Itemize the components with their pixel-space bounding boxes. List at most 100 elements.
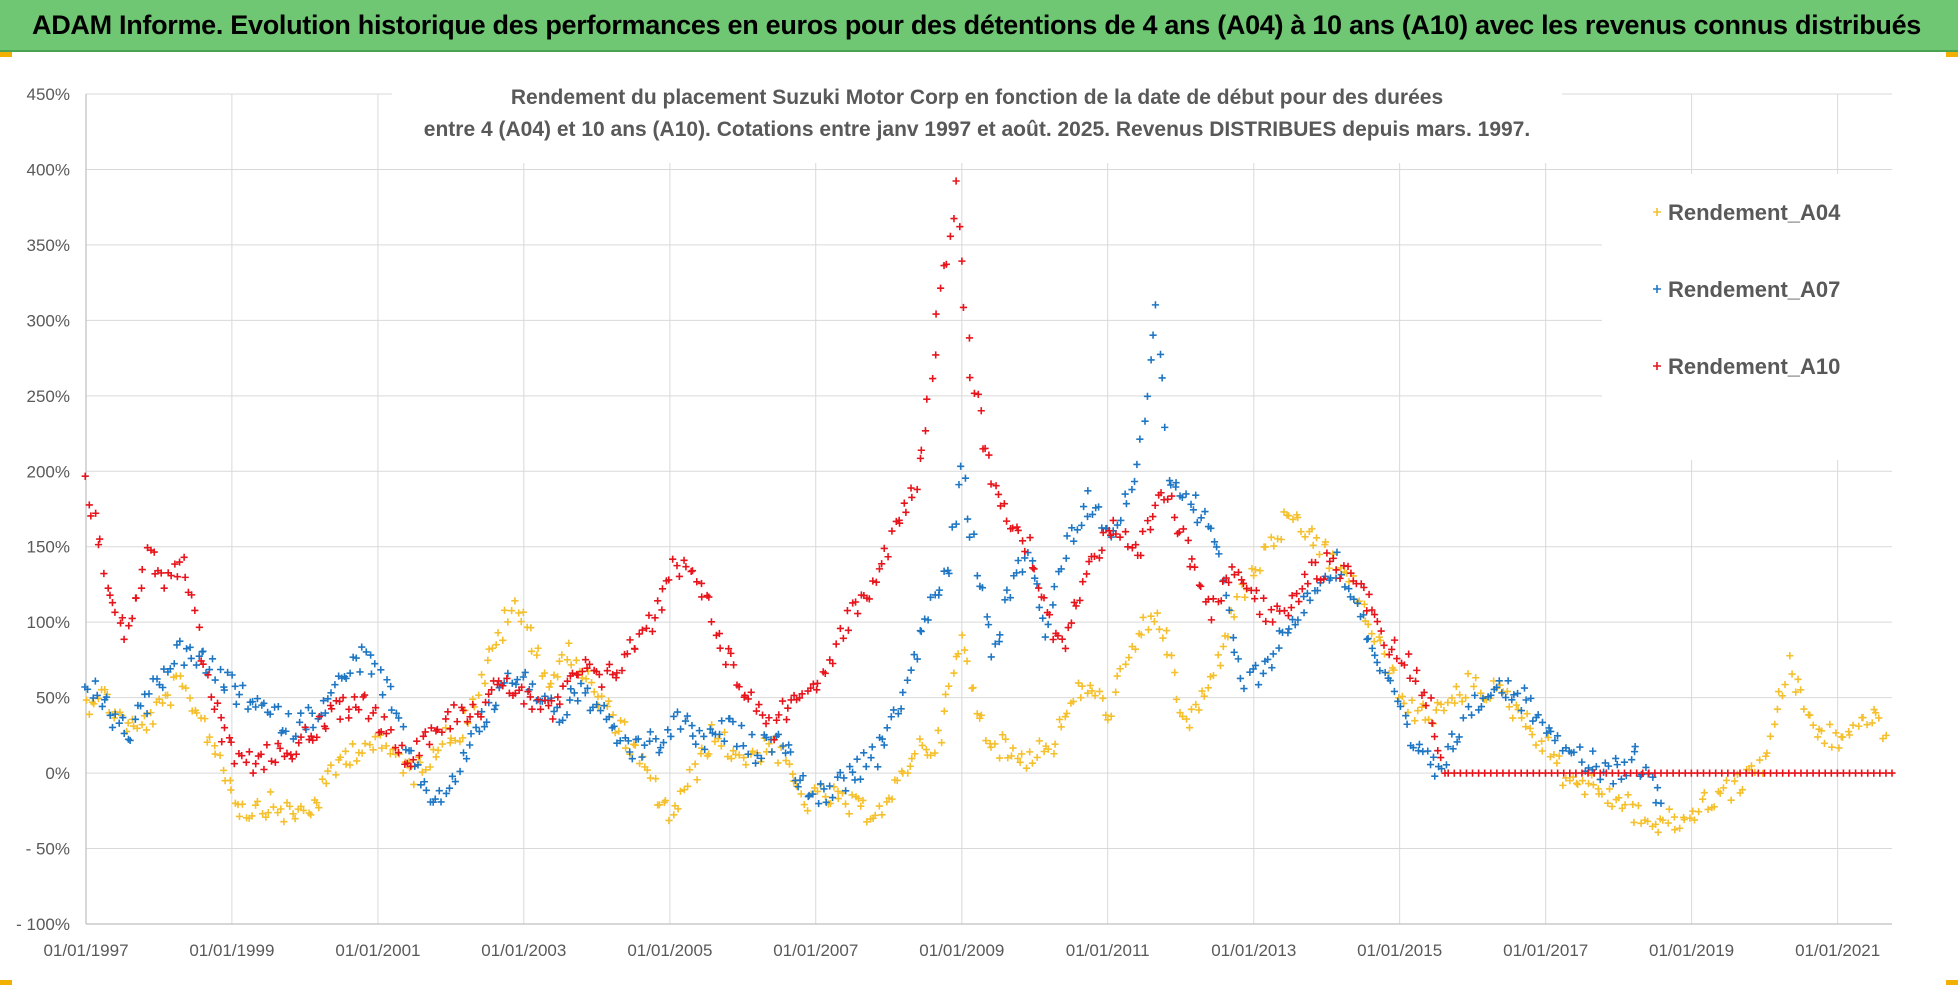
data-point: [887, 713, 895, 721]
data-point: [534, 696, 542, 704]
data-point: [853, 755, 861, 763]
data-point: [451, 777, 459, 786]
data-point: [284, 710, 293, 718]
data-point: [1149, 512, 1157, 521]
data-point: [547, 697, 556, 705]
data-point: [1620, 769, 1629, 777]
data-point: [1644, 817, 1652, 825]
data-point: [228, 671, 236, 679]
data-point: [205, 666, 214, 674]
chart-title-background: [392, 65, 1562, 163]
data-point: [775, 711, 783, 719]
data-point: [799, 772, 807, 780]
data-point: [235, 812, 244, 821]
data-point: [1888, 769, 1896, 777]
data-point: [1184, 536, 1192, 544]
data-point: [1070, 537, 1078, 545]
data-point: [274, 809, 282, 817]
data-point: [299, 806, 308, 815]
data-point: [432, 727, 440, 735]
data-point: [836, 768, 844, 777]
data-point: [442, 724, 450, 732]
data-point: [1657, 769, 1665, 777]
data-point: [716, 644, 724, 652]
data-point: [477, 671, 486, 679]
data-point: [948, 523, 956, 531]
data-point: [1785, 769, 1793, 777]
data-point: [297, 709, 305, 717]
data-point: [995, 754, 1004, 762]
data-point: [815, 799, 823, 808]
data-point: [742, 761, 750, 769]
data-point: [1455, 733, 1463, 741]
data-point: [158, 699, 167, 707]
data-point: [1139, 527, 1147, 536]
data-point: [583, 684, 592, 692]
data-point: [1527, 694, 1535, 702]
data-point: [1430, 732, 1439, 741]
data-point: [235, 690, 243, 699]
data-point: [645, 611, 653, 619]
data-point: [1185, 724, 1194, 732]
data-point: [181, 573, 189, 581]
data-point: [508, 607, 516, 615]
data-point: [1727, 796, 1735, 804]
data-point: [372, 704, 380, 712]
data-point: [1621, 801, 1629, 809]
data-point: [1526, 724, 1534, 732]
data-point: [366, 741, 374, 749]
data-point: [740, 753, 748, 762]
data-point: [157, 569, 165, 577]
data-point: [1259, 669, 1267, 677]
data-point: [1074, 679, 1083, 687]
data-point: [1189, 506, 1198, 514]
data-point: [345, 705, 353, 713]
data-point: [82, 696, 91, 704]
data-point: [1311, 558, 1320, 567]
data-point: [878, 560, 886, 568]
data-point: [900, 499, 908, 507]
data-point: [520, 700, 528, 708]
data-point: [1230, 613, 1238, 621]
data-point: [1803, 769, 1811, 777]
data-point: [1642, 763, 1650, 772]
data-point: [1133, 460, 1141, 469]
data-point: [1705, 769, 1714, 777]
data-point: [1773, 769, 1781, 777]
data-point: [1613, 761, 1621, 769]
data-point: [952, 520, 960, 528]
data-point: [1182, 715, 1191, 723]
data-point: [707, 618, 716, 626]
data-point: [1675, 769, 1683, 777]
data-point: [1234, 568, 1243, 576]
data-point: [1151, 501, 1159, 509]
data-point: [493, 681, 502, 689]
data-point: [889, 706, 898, 714]
data-point: [1009, 744, 1017, 752]
data-point: [1663, 769, 1671, 777]
chart-title-line-2: entre 4 (A04) et 10 ans (A10). Cotations…: [424, 118, 1530, 141]
data-point: [1285, 625, 1293, 633]
data-point: [336, 715, 344, 723]
data-point: [1390, 687, 1399, 696]
data-point: [544, 701, 553, 710]
data-point: [149, 720, 157, 728]
data-point: [659, 739, 668, 747]
data-point: [119, 713, 127, 722]
data-point: [1063, 709, 1071, 717]
data-point: [1085, 557, 1093, 566]
data-point: [1295, 597, 1303, 606]
data-point: [1511, 769, 1519, 777]
data-point: [950, 215, 958, 223]
data-point: [1517, 769, 1525, 777]
data-point: [1112, 530, 1120, 538]
data-point: [204, 671, 212, 679]
data-point: [1845, 769, 1854, 777]
data-point: [844, 626, 852, 634]
data-point: [1637, 819, 1645, 827]
data-point: [1313, 586, 1322, 595]
data-point: [1298, 585, 1306, 593]
data-point: [433, 725, 441, 734]
data-point: [242, 758, 250, 766]
data-point: [1141, 417, 1149, 425]
